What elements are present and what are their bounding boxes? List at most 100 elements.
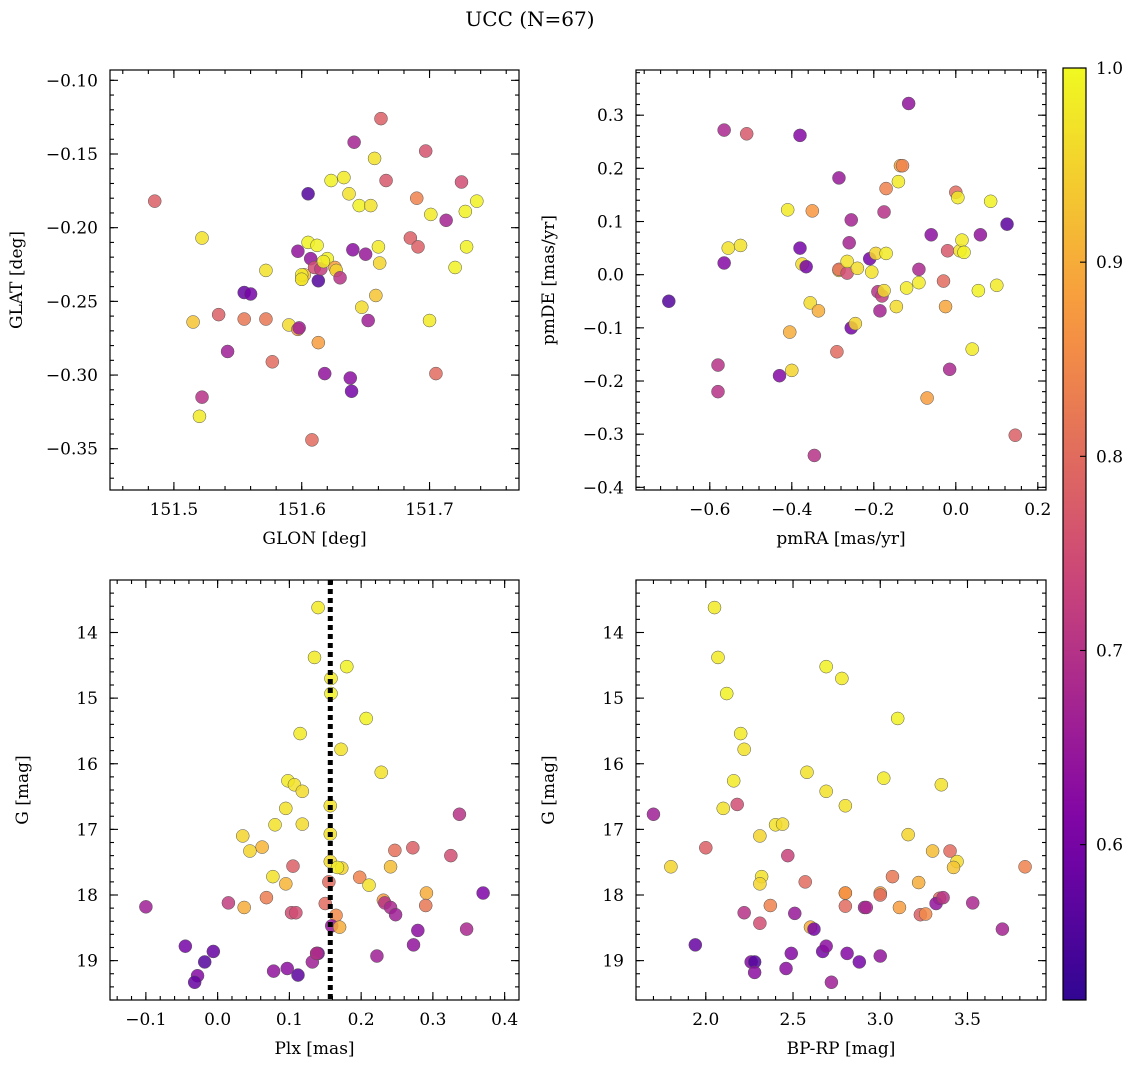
data-point (859, 900, 874, 915)
data-point (838, 886, 853, 900)
data-point (1000, 217, 1014, 231)
data-point (280, 961, 294, 976)
data-point (454, 175, 469, 189)
y-tick-label: 14 (602, 624, 624, 644)
y-axis-label: GLAT [deg] (7, 231, 27, 329)
data-point (311, 273, 326, 288)
data-point (361, 313, 375, 328)
data-point (737, 905, 751, 920)
data-point (943, 844, 957, 858)
data-point (842, 236, 856, 250)
data-point (889, 299, 904, 314)
data-point (799, 259, 813, 274)
data-point (838, 799, 853, 813)
data-point (807, 922, 821, 936)
data-point (1018, 860, 1032, 874)
data-point (333, 271, 347, 285)
data-point (418, 144, 433, 158)
y-tick-label: 18 (602, 886, 624, 906)
data-point (292, 321, 306, 335)
data-point (369, 288, 383, 303)
data-point (291, 968, 305, 982)
data-point (355, 300, 369, 315)
data-point (330, 860, 345, 875)
x-tick-label: 3.0 (867, 1010, 894, 1030)
y-tick-label: 16 (76, 755, 98, 775)
x-tick-label: 151.6 (277, 500, 326, 520)
data-point (877, 205, 891, 219)
data-point (753, 877, 767, 891)
y-tick-label: −0.20 (46, 219, 98, 239)
data-point (411, 240, 425, 254)
x-tick-label: 0.4 (491, 1010, 518, 1030)
data-point (243, 844, 257, 858)
y-axis-label: G [mag] (13, 755, 33, 824)
x-axis-label: BP-RP [mag] (787, 1039, 896, 1059)
colorbar: 0.6 0.7 0.8 0.9 1.0 (1062, 59, 1123, 1001)
data-point (934, 778, 949, 792)
y-tick-label: 0.2 (597, 159, 624, 179)
x-tick-label: 0.3 (419, 1010, 446, 1030)
data-point (279, 877, 293, 891)
data-point (452, 807, 467, 822)
x-tick-label: 0.0 (942, 500, 969, 520)
data-point (780, 203, 795, 217)
x-tick-label: −0.1 (125, 1010, 166, 1030)
colorbar-tick-label: 0.6 (1096, 836, 1123, 856)
data-point (785, 363, 799, 378)
data-point (971, 283, 986, 298)
panel-bprp-g: 2.0 2.5 3.0 3.5 14 15 16 17 18 19 BP-RP [mag] G [ma… (539, 579, 1047, 1059)
data-point (832, 171, 846, 185)
data-point (187, 975, 202, 990)
data-point (662, 294, 676, 309)
data-point (775, 817, 790, 831)
data-point (358, 247, 373, 261)
y-tick-label: −0.10 (46, 71, 98, 91)
data-point (383, 860, 398, 874)
data-point (957, 245, 971, 260)
data-point (707, 600, 722, 615)
data-point (716, 801, 730, 816)
data-point (955, 233, 969, 247)
y-tick-label: 0.1 (597, 213, 624, 233)
panel-pmra-pmde: −0.6 −0.4 −0.2 0.0 0.2 −0.4 −0.3 −0.2 −0.1 0.0 0.1… (539, 69, 1051, 549)
data-point (688, 938, 703, 952)
data-point (195, 231, 209, 245)
data-point (235, 829, 250, 843)
data-point (717, 123, 731, 137)
data-point (983, 194, 998, 209)
y-tick-label: 14 (76, 624, 98, 644)
x-tick-label: −0.4 (771, 500, 812, 520)
data-point (819, 784, 833, 799)
y-tick-label: 15 (602, 689, 624, 709)
data-point (388, 843, 402, 858)
data-point (259, 312, 273, 326)
x-tick-label: 2.0 (692, 1010, 719, 1030)
data-point (879, 181, 893, 196)
axes-frame (635, 69, 1047, 491)
data-point (310, 238, 324, 253)
data-point (891, 174, 906, 189)
data-point (911, 875, 926, 890)
data-point (890, 711, 905, 726)
data-point (307, 650, 322, 665)
data-point (733, 726, 748, 741)
data-point (965, 342, 979, 356)
data-point (940, 244, 955, 258)
data-point (699, 841, 713, 855)
data-point (343, 371, 358, 385)
data-point (835, 671, 849, 686)
data-point (850, 261, 865, 276)
data-point (925, 844, 940, 858)
data-point (895, 158, 910, 173)
data-point (439, 213, 453, 228)
data-point (206, 944, 221, 959)
data-point (363, 198, 378, 213)
data-point (936, 890, 950, 905)
data-point (664, 860, 678, 874)
data-point (938, 299, 953, 314)
y-tick-label: −0.35 (46, 440, 98, 460)
y-tick-label: 0.3 (597, 106, 624, 126)
data-point (265, 355, 280, 369)
